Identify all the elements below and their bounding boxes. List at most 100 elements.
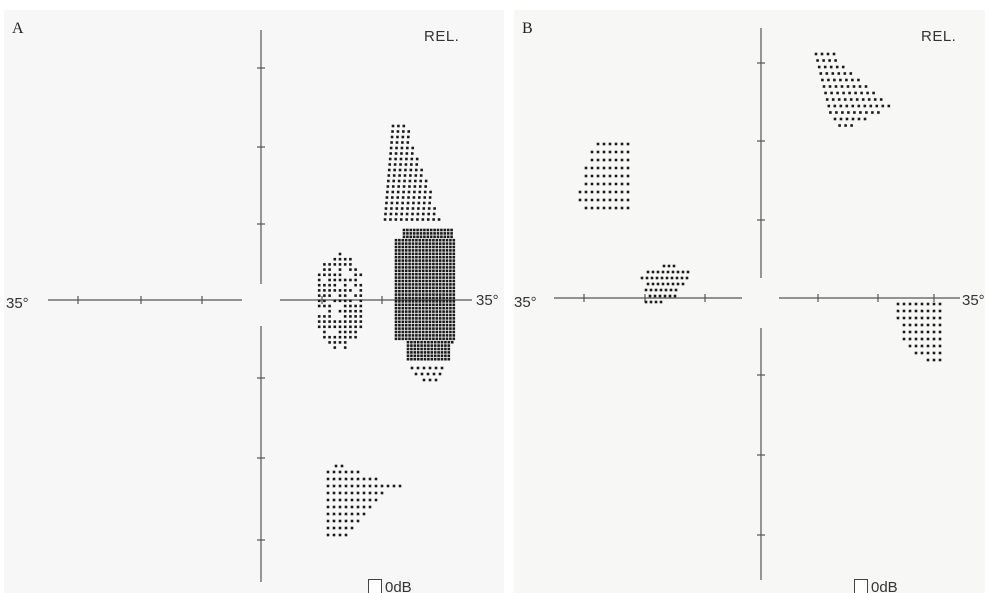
stimulus-dot xyxy=(327,534,330,537)
stimulus-dot xyxy=(933,317,936,320)
stimulus-dot xyxy=(318,320,321,323)
stimulus-dot xyxy=(677,271,680,274)
stimulus-dot xyxy=(419,290,422,293)
stimulus-dot xyxy=(591,191,594,194)
stimulus-dot xyxy=(405,266,408,269)
stimulus-dot xyxy=(432,297,435,300)
stimulus-dot xyxy=(439,280,442,283)
stimulus-dot xyxy=(437,232,440,235)
stimulus-dot xyxy=(877,111,880,114)
stimulus-dot xyxy=(333,534,336,537)
stimulus-dot xyxy=(399,169,402,172)
stimulus-dot xyxy=(921,317,924,320)
stimulus-dot xyxy=(449,246,452,249)
stimulus-dot xyxy=(448,355,451,358)
stimulus-dot xyxy=(646,277,649,280)
stimulus-dot xyxy=(405,300,408,303)
stimulus-dot xyxy=(429,246,432,249)
stimulus-dot xyxy=(398,276,401,279)
stimulus-dot xyxy=(447,236,450,239)
stimulus-dot xyxy=(627,159,630,162)
stimulus-dot xyxy=(425,331,428,334)
stimulus-dot xyxy=(402,280,405,283)
stimulus-dot xyxy=(820,72,823,75)
stimulus-dot xyxy=(413,236,416,239)
stimulus-dot xyxy=(419,273,422,276)
stimulus-dot xyxy=(345,478,348,481)
stimulus-dot xyxy=(425,287,428,290)
stimulus-dot xyxy=(909,338,912,341)
stimulus-dot xyxy=(853,111,856,114)
stimulus-dot xyxy=(405,314,408,317)
stimulus-dot xyxy=(449,256,452,259)
stimulus-dot xyxy=(903,331,906,334)
stimulus-dot xyxy=(345,492,348,495)
stimulus-dot xyxy=(449,331,452,334)
stimulus-dot xyxy=(351,499,354,502)
stimulus-dot xyxy=(419,317,422,320)
stimulus-dot xyxy=(449,283,452,286)
stimulus-dot xyxy=(395,334,398,337)
stimulus-dot xyxy=(394,163,397,166)
stimulus-dot xyxy=(441,351,444,354)
stimulus-dot xyxy=(419,180,422,183)
stimulus-dot xyxy=(323,320,326,323)
stimulus-dot xyxy=(363,478,366,481)
stimulus-dot xyxy=(403,125,406,128)
stimulus-dot xyxy=(345,506,348,509)
stimulus-dot xyxy=(349,263,352,266)
stimulus-dot xyxy=(603,191,606,194)
stimulus-dot xyxy=(395,314,398,317)
stimulus-dot xyxy=(395,147,398,150)
stimulus-dot xyxy=(655,289,658,292)
stimulus-dot xyxy=(339,326,342,329)
stimulus-dot xyxy=(339,520,342,523)
stimulus-dot xyxy=(398,304,401,307)
stimulus-dot xyxy=(427,341,430,344)
stimulus-dot xyxy=(344,300,347,303)
stimulus-dot xyxy=(439,293,442,296)
stimulus-dot xyxy=(323,326,326,329)
stimulus-dot xyxy=(398,338,401,341)
stimulus-dot xyxy=(660,301,663,304)
stimulus-dot xyxy=(432,280,435,283)
stimulus-dot xyxy=(933,310,936,313)
stimulus-dot xyxy=(424,351,427,354)
stimulus-dot xyxy=(384,213,387,216)
stimulus-dot xyxy=(398,331,401,334)
stimulus-dot xyxy=(323,268,326,271)
stimulus-dot xyxy=(360,289,363,292)
stimulus-dot xyxy=(420,344,423,347)
stimulus-dot xyxy=(351,513,354,516)
stimulus-dot xyxy=(872,92,875,95)
stimulus-dot xyxy=(609,159,612,162)
stimulus-dot xyxy=(327,485,330,488)
stimulus-dot xyxy=(421,373,424,376)
stimulus-dot xyxy=(446,338,449,341)
stimulus-dot xyxy=(388,163,391,166)
stimulus-dot xyxy=(349,289,352,292)
stimulus-dot xyxy=(621,199,624,202)
stimulus-dot xyxy=(420,348,423,351)
stimulus-dot xyxy=(341,465,344,468)
stimulus-dot xyxy=(439,297,442,300)
stimulus-dot xyxy=(419,297,422,300)
stimulus-dot xyxy=(420,358,423,361)
stimulus-dot xyxy=(933,352,936,355)
stimulus-dot xyxy=(318,326,321,329)
stimulus-dot xyxy=(334,279,337,282)
stimulus-dot xyxy=(333,492,336,495)
stimulus-dot xyxy=(412,338,415,341)
stimulus-dot xyxy=(405,327,408,330)
stimulus-dot xyxy=(446,259,449,262)
stimulus-dot xyxy=(422,283,425,286)
stimulus-dot xyxy=(422,276,425,279)
stimulus-dot xyxy=(403,185,406,188)
stimulus-dot xyxy=(375,492,378,495)
stimulus-dot xyxy=(327,520,330,523)
stimulus-dot xyxy=(422,263,425,266)
stimulus-dot xyxy=(391,202,394,205)
stimulus-dot xyxy=(921,345,924,348)
stimulus-dot xyxy=(915,352,918,355)
stimulus-dot xyxy=(354,284,357,287)
